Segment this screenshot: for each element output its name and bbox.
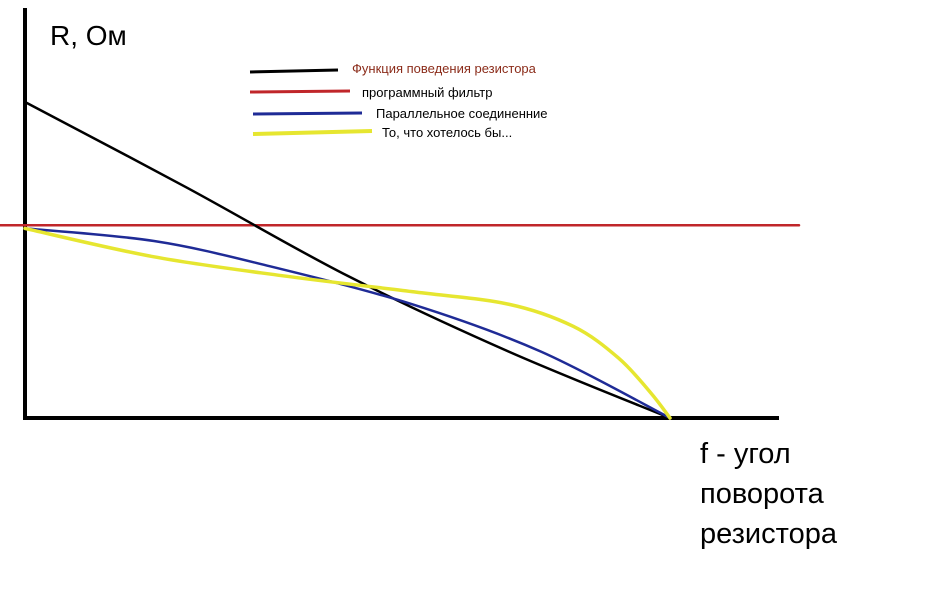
legend-swatch-resistor-function xyxy=(249,68,339,74)
legend-swatch-desired xyxy=(252,129,373,136)
legend-swatch-software-filter xyxy=(249,89,351,94)
legend-label-parallel-connection: Параллельное соединенние xyxy=(376,106,548,121)
legend-label-resistor-function: Функция поведения резистора xyxy=(352,61,537,76)
legend-swatch-parallel-connection xyxy=(252,111,363,116)
legend-label-desired: То, что хотелось бы... xyxy=(382,125,512,140)
series-parallel-connection xyxy=(23,227,672,420)
x-axis-title-line-3: резистора xyxy=(700,518,838,550)
series-layer xyxy=(0,100,801,420)
series-resistor-function xyxy=(23,100,672,420)
legend-label-software-filter: программный фильтр xyxy=(362,85,492,100)
legend: Функция поведения резистора программный … xyxy=(249,61,548,140)
x-axis-title-line-2: поворота xyxy=(700,478,825,510)
y-axis-title: R, Ом xyxy=(50,20,127,51)
x-axis-title-line-1: f - угол xyxy=(700,438,791,470)
series-desired xyxy=(23,226,672,420)
